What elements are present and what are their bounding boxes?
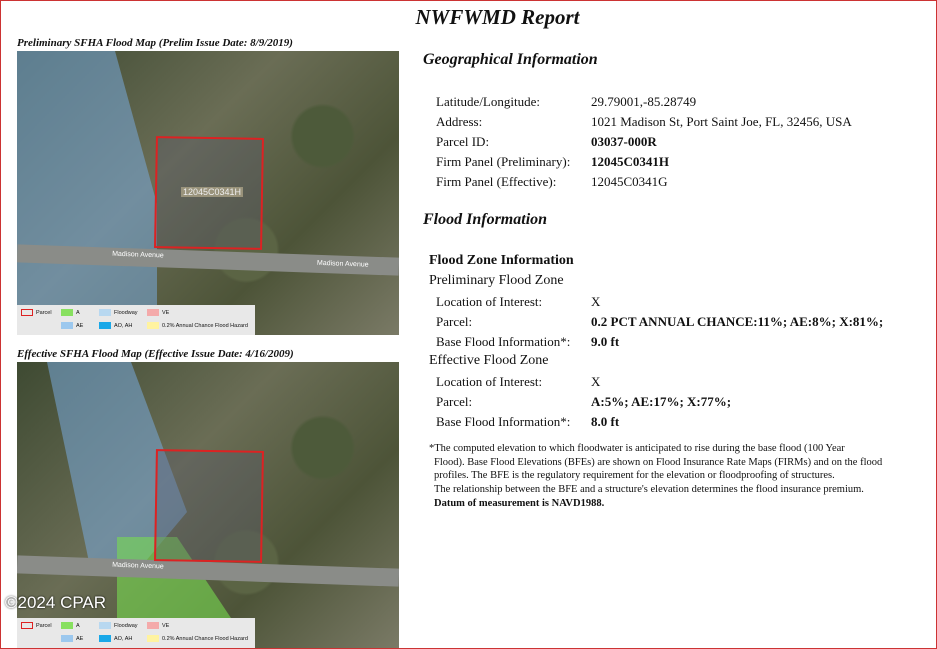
effective-zone-title: Effective Flood Zone [429,353,549,368]
label: Firm Panel (Preliminary): [436,154,571,169]
panel-label: 12045C0341H [181,187,244,197]
label: Location of Interest: [436,294,543,309]
effective-location-value: X [591,374,601,389]
legend-label: Floodway [114,622,138,629]
label: Location of Interest: [436,374,543,389]
prelim-zone-title: Preliminary Flood Zone [429,273,564,288]
note-line: *The computed elevation to which floodwa… [429,443,845,454]
label: Parcel ID: [436,134,490,149]
effective-parcel-value: A:5%; AE:17%; X:77%; [591,394,732,409]
prelim-flood-map[interactable]: Madison Avenue Madison Avenue 12045C0341H… [17,51,399,335]
legend-label: Parcel [36,622,52,629]
legend-label: Floodway [114,309,138,316]
firm-panel-prelim-value: 12045C0341H [591,154,669,169]
label: Firm Panel (Effective): [436,174,557,189]
label: Base Flood Information*: [436,414,571,429]
legend-label: VE [162,622,170,629]
prelim-location-value: X [591,294,601,309]
road-label: Madison Avenue [112,561,164,571]
map-legend: Parcel A Floodway VE AE AO, AH 0.2% Annu… [17,618,255,648]
prelim-bfe-value: 9.0 ft [591,334,620,349]
address-value: 1021 Madison St, Port Saint Joe, FL, 324… [591,114,852,129]
note-line: The relationship between the BFE and a s… [434,484,864,496]
legend-label: A [76,309,80,316]
legend-label: AE [76,635,84,642]
map-attribution [255,305,399,335]
prelim-parcel-value: 0.2 PCT ANNUAL CHANCE:11%; AE:8%; X:81%; [591,314,884,329]
lat-long-value: 29.79001,-85.28749 [591,94,697,109]
effective-bfe-value: 8.0 ft [591,414,620,429]
legend-label: AE [76,322,84,329]
bfe-footnote: *The computed elevation to which floodwa… [429,442,919,511]
label: Base Flood Information*: [436,334,571,349]
legend-label: 0.2% Annual Chance Flood Hazard [162,322,248,329]
ae-zone [17,51,157,306]
report-title: NWFWMD Report [415,5,580,29]
copyright-watermark: ©2024 CPAR [5,593,107,612]
legend-label: 0.2% Annual Chance Flood Hazard [162,635,248,642]
flood-heading: Flood Information [423,211,548,228]
effective-map-caption: Effective SFHA Flood Map (Effective Issu… [17,348,294,360]
firm-panel-effective-value: 12045C0341G [591,174,668,189]
legend-label: VE [162,309,170,316]
legend-label: A [76,622,80,629]
flood-zone-subheading: Flood Zone Information [429,253,574,268]
parcel-id-value: 03037-000R [591,134,657,149]
datum-note: Datum of measurement is NAVD1988. [434,497,605,509]
road-label: Madison Avenue [316,259,369,269]
parcel-outline [154,449,264,563]
effective-flood-map[interactable]: Madison Avenue Parcel A Floodway VE AE A… [17,362,399,648]
label: Parcel: [436,394,473,409]
road-label: Madison Avenue [112,250,164,260]
map-attribution [255,618,399,648]
label: Parcel: [436,314,473,329]
note-line: profiles. The BFE is the regulatory requ… [434,470,835,482]
label: Latitude/Longitude: [436,94,540,109]
prelim-map-caption: Preliminary SFHA Flood Map (Prelim Issue… [17,37,293,49]
label: Address: [436,114,483,129]
legend-label: Parcel [36,309,52,316]
geo-heading: Geographical Information [423,51,598,68]
map-legend: Parcel A Floodway VE AE AO, AH 0.2% Annu… [17,305,255,335]
legend-label: AO, AH [114,635,133,642]
note-line: Flood). Base Flood Elevations (BFEs) are… [434,456,883,468]
legend-label: AO, AH [114,322,133,329]
